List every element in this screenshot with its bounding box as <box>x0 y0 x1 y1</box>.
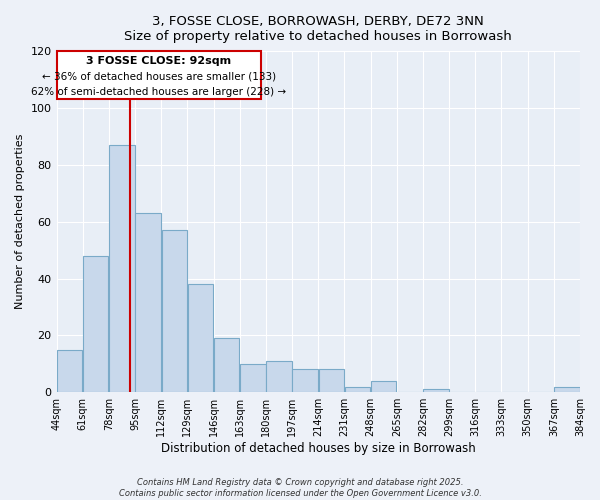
Bar <box>554 386 580 392</box>
Bar <box>345 386 370 392</box>
Bar <box>136 213 161 392</box>
Bar <box>371 381 397 392</box>
Bar <box>188 284 213 392</box>
Bar <box>57 350 82 392</box>
Bar <box>109 145 134 392</box>
Text: ← 36% of detached houses are smaller (133): ← 36% of detached houses are smaller (13… <box>41 71 275 81</box>
Text: Contains HM Land Registry data © Crown copyright and database right 2025.
Contai: Contains HM Land Registry data © Crown c… <box>119 478 481 498</box>
Text: 3 FOSSE CLOSE: 92sqm: 3 FOSSE CLOSE: 92sqm <box>86 56 231 66</box>
Text: 62% of semi-detached houses are larger (228) →: 62% of semi-detached houses are larger (… <box>31 86 286 97</box>
Bar <box>424 390 449 392</box>
Bar <box>56 51 260 100</box>
Bar <box>161 230 187 392</box>
Y-axis label: Number of detached properties: Number of detached properties <box>15 134 25 310</box>
Bar <box>319 370 344 392</box>
Bar <box>83 256 109 392</box>
Bar <box>266 361 292 392</box>
Bar <box>292 370 318 392</box>
Bar <box>240 364 266 392</box>
X-axis label: Distribution of detached houses by size in Borrowash: Distribution of detached houses by size … <box>161 442 476 455</box>
Title: 3, FOSSE CLOSE, BORROWASH, DERBY, DE72 3NN
Size of property relative to detached: 3, FOSSE CLOSE, BORROWASH, DERBY, DE72 3… <box>124 15 512 43</box>
Bar <box>214 338 239 392</box>
